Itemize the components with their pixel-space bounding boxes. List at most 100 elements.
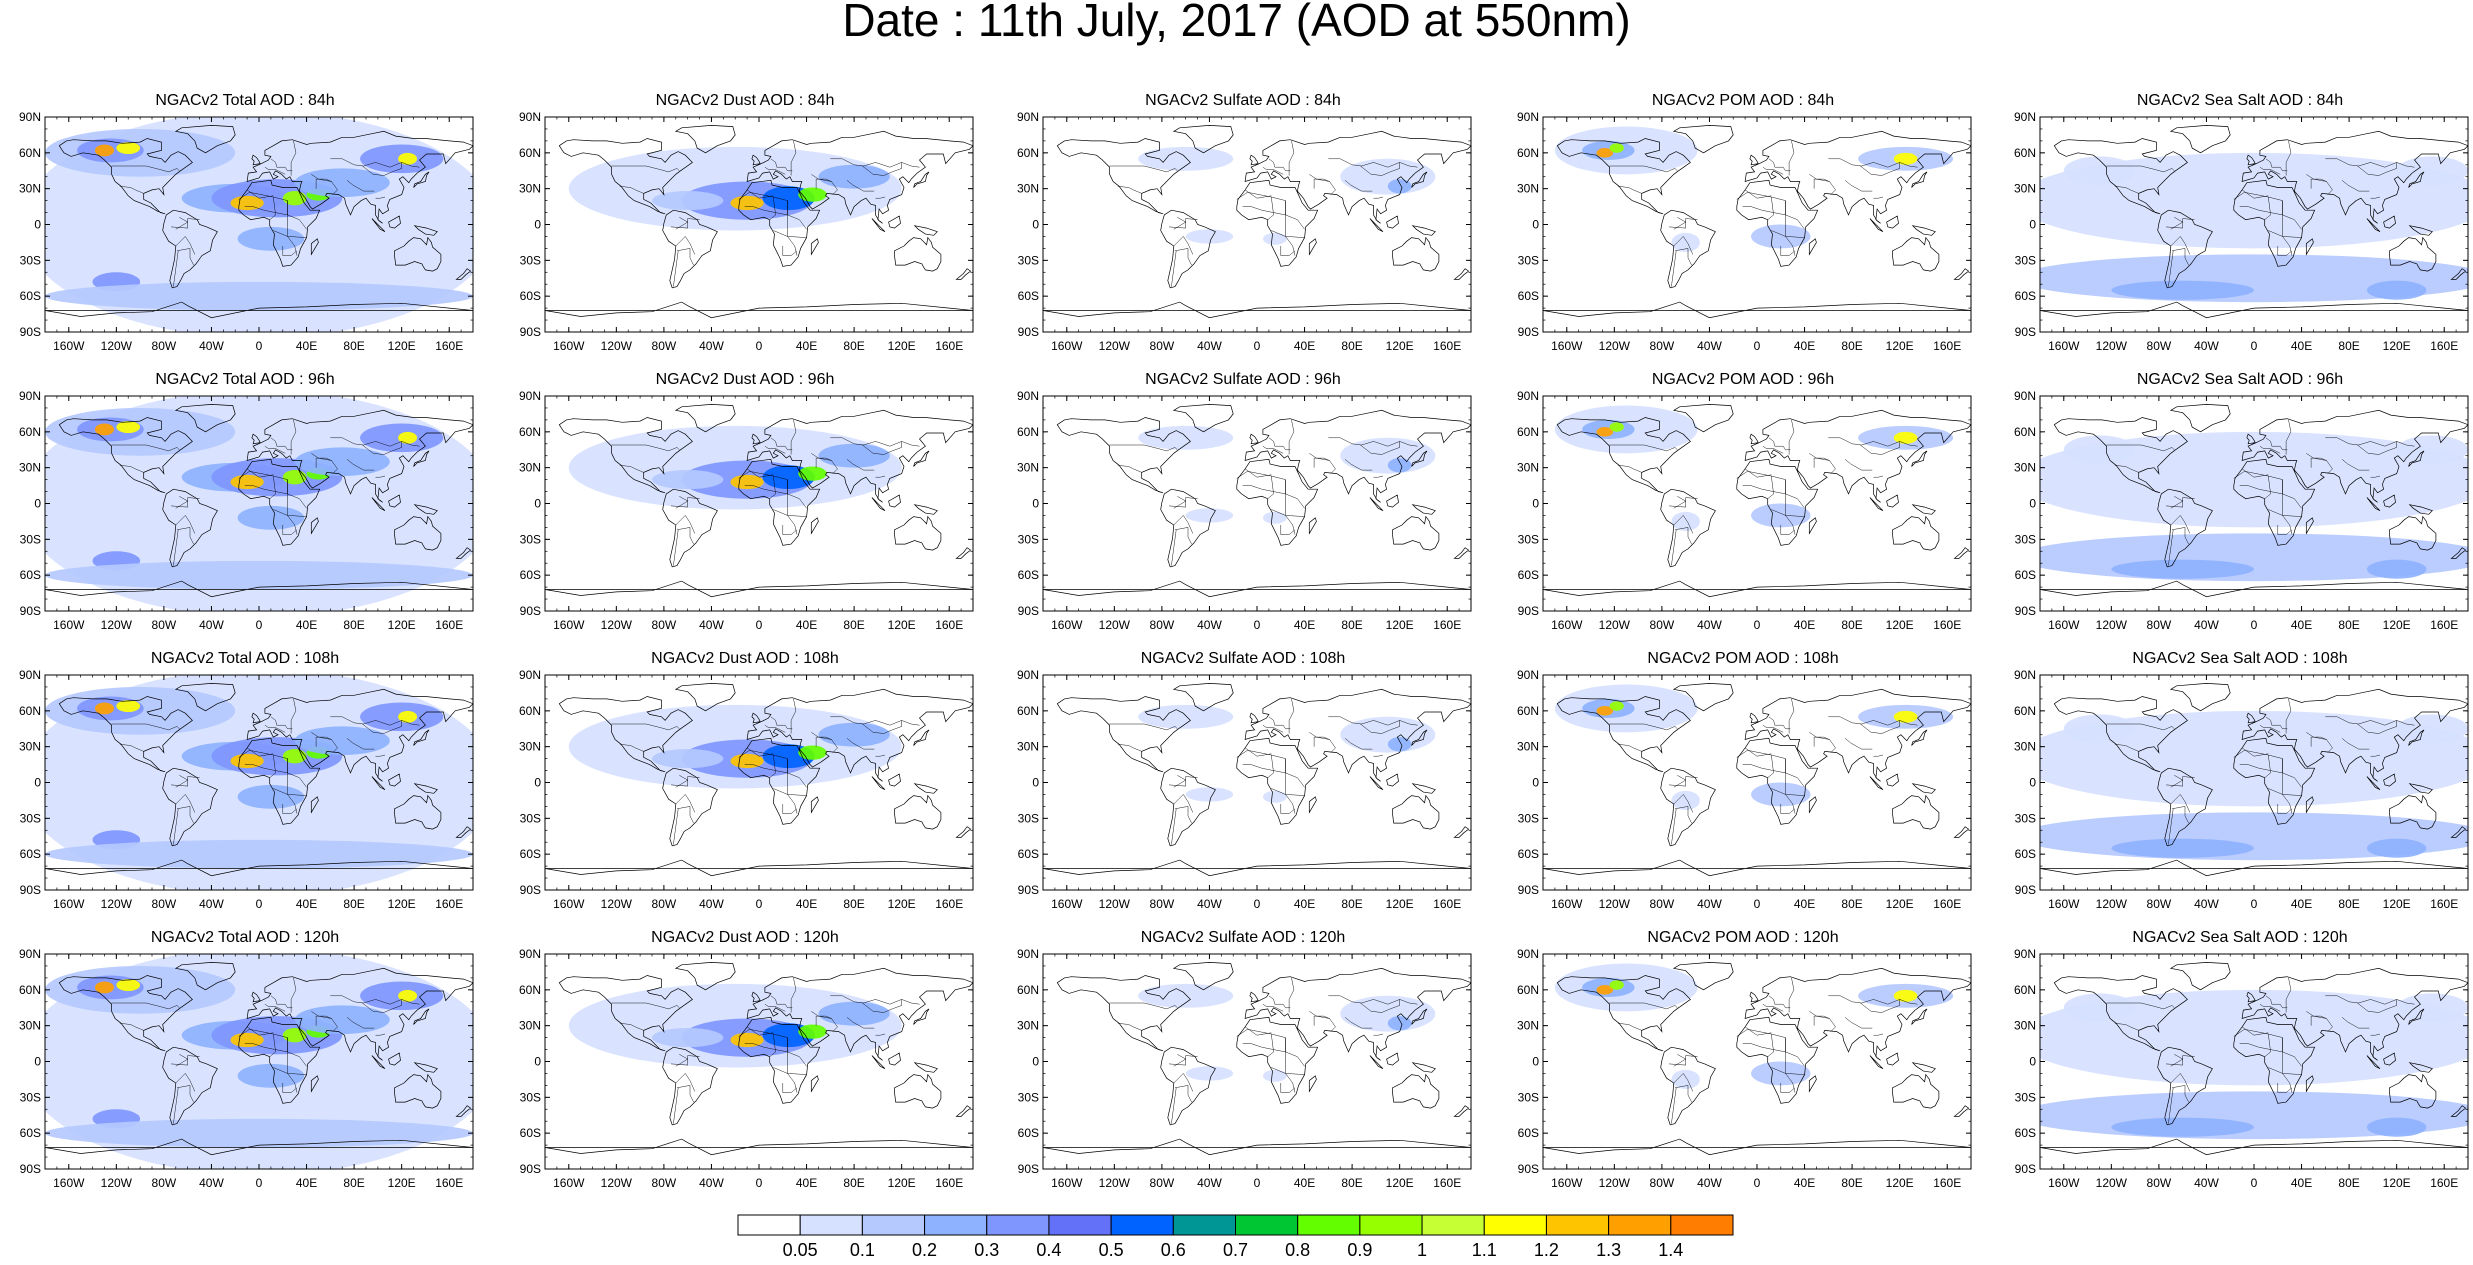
- lon-tick-label: 120E: [888, 339, 916, 353]
- aod-plume: [94, 144, 114, 157]
- panel-title: NGACv2 POM AOD : 84h: [1651, 92, 1835, 109]
- aod-plume: [1671, 1069, 1700, 1089]
- world-map: 90N 60N 30N 0 30S 60S 90S 160W 120W 80W 40W 0 40E 80E…: [2014, 947, 2469, 1190]
- country-borders: [2106, 977, 2415, 1124]
- colorbar-swatch: [1297, 1214, 1361, 1236]
- lat-tick-label: 0: [34, 776, 41, 790]
- aod-plume: [2063, 714, 2136, 744]
- world-map: 90N 60N 30N 0 30S 60S 90S 160W 120W 80W 40W 0 40E 80E…: [2014, 110, 2469, 353]
- aod-plume: [1609, 980, 1624, 990]
- lon-tick-label: 120E: [2383, 1176, 2411, 1190]
- lon-tick-label: 80E: [1341, 339, 1362, 353]
- aod-field: [2040, 710, 2468, 861]
- colorbar-swatch: [1545, 1214, 1610, 1236]
- lon-tick-label: 120E: [2383, 897, 2411, 911]
- colorbar-swatch: [737, 1214, 801, 1236]
- aod-plume: [94, 423, 114, 436]
- lon-tick-label: 120W: [601, 618, 633, 632]
- lat-tick-label: 90S: [20, 883, 41, 897]
- lat-tick-label: 90S: [2015, 604, 2036, 618]
- lon-tick-label: 160E: [935, 1176, 963, 1190]
- lon-tick-label: 80W: [2147, 339, 2172, 353]
- map-panel-total-120h: NGACv2 Total AOD : 120h 90N 60N 30N 0 30S 60S 9…: [10, 929, 510, 1195]
- lon-tick-label: 160W: [553, 618, 585, 632]
- aod-field: [1554, 405, 1954, 531]
- world-map: 90N 60N 30N 0 30S 60S 90S 160W 120W 80W 40W 0 40E 80E…: [1517, 110, 1972, 353]
- aod-plume: [818, 722, 890, 747]
- aod-plume: [818, 1001, 890, 1026]
- aod-plume: [2366, 1117, 2427, 1137]
- aod-plume: [45, 281, 473, 311]
- lon-tick-label: 120E: [1386, 897, 1414, 911]
- lon-tick-label: 80W: [1150, 339, 1175, 353]
- country-borders: [1109, 419, 1418, 566]
- lat-tick-label: 60N: [519, 704, 541, 718]
- lat-tick-label: 60N: [2014, 704, 2036, 718]
- lon-tick-label: 80W: [652, 897, 677, 911]
- lon-tick-label: 120W: [601, 1176, 633, 1190]
- lat-tick-label: 30S: [2015, 1090, 2036, 1104]
- map-panel-sulfate-120h: NGACv2 Sulfate AOD : 120h 90N 60N 30N 0 30S 60…: [1008, 929, 1508, 1195]
- lon-tick-label: 160E: [1433, 897, 1461, 911]
- lat-tick-label: 0: [534, 218, 541, 232]
- aod-plume: [45, 839, 473, 869]
- lon-tick-label: 80W: [152, 339, 177, 353]
- aod-plume: [1893, 431, 1918, 444]
- coastlines: [1043, 683, 1471, 877]
- lat-tick-label: 30N: [1017, 461, 1039, 475]
- lat-tick-label: 60N: [1017, 425, 1039, 439]
- lon-tick-label: 160E: [1433, 618, 1461, 632]
- lon-tick-label: 160E: [935, 897, 963, 911]
- lat-tick-label: 60S: [1518, 289, 1539, 303]
- lon-tick-label: 0: [1754, 1176, 1761, 1190]
- lon-tick-label: 120W: [601, 897, 633, 911]
- lat-tick-label: 60S: [520, 1126, 541, 1140]
- aod-plume: [2366, 280, 2427, 300]
- lat-tick-label: 90N: [19, 389, 41, 403]
- panel-title: NGACv2 Total AOD : 108h: [150, 650, 340, 667]
- lon-tick-label: 40W: [1197, 618, 1222, 632]
- lat-tick-label: 90S: [520, 883, 541, 897]
- world-map: 90N 60N 30N 0 30S 60S 90S 160W 120W 80W 40W 0 40E 80E…: [1017, 668, 1472, 911]
- lon-tick-label: 80E: [843, 339, 864, 353]
- aod-plume: [1893, 989, 1918, 1002]
- panel-title: NGACv2 Sea Salt AOD : 120h: [2132, 929, 2348, 946]
- lon-tick-label: 40E: [2291, 339, 2312, 353]
- lat-tick-label: 0: [1032, 1055, 1039, 1069]
- lon-tick-label: 80W: [1150, 897, 1175, 911]
- lon-tick-label: 0: [2251, 1176, 2258, 1190]
- lat-tick-label: 30S: [520, 253, 541, 267]
- aod-plume: [282, 1028, 307, 1043]
- map-panel-seasalt-84h: NGACv2 Sea Salt AOD : 84h 90N 60N 30N 0 30S 60…: [2005, 92, 2473, 358]
- lat-tick-label: 0: [2029, 1055, 2036, 1069]
- map-panel-dust-96h: NGACv2 Dust AOD : 96h 90N 60N 30N 0 30S 60S 90S…: [510, 371, 1010, 637]
- lat-tick-label: 90S: [20, 604, 41, 618]
- lon-tick-label: 160W: [553, 897, 585, 911]
- lon-tick-label: 80W: [152, 1176, 177, 1190]
- lat-tick-label: 90S: [1518, 883, 1539, 897]
- world-map: 90N 60N 30N 0 30S 60S 90S 160W 120W 80W 40W 0 40E 80E…: [1017, 389, 1472, 632]
- lon-tick-label: 160W: [1051, 1176, 1083, 1190]
- country-borders: [2106, 698, 2415, 845]
- lat-tick-label: 0: [1532, 1055, 1539, 1069]
- aod-plume: [2366, 838, 2427, 858]
- panel-title: NGACv2 Dust AOD : 84h: [655, 92, 835, 109]
- map-panel-dust-120h: NGACv2 Dust AOD : 120h 90N 60N 30N 0 30S 60S 90…: [510, 929, 1010, 1195]
- lon-tick-label: 40W: [2194, 1176, 2219, 1190]
- lon-tick-label: 160E: [435, 618, 463, 632]
- colorbar-label: 1.4: [1658, 1240, 1683, 1260]
- coastlines: [2040, 962, 2468, 1156]
- lon-tick-label: 120W: [101, 1176, 133, 1190]
- colorbar-label: 0.2: [912, 1240, 937, 1260]
- lat-tick-label: 60N: [1017, 704, 1039, 718]
- aod-plume: [2111, 838, 2254, 858]
- colorbar-label: 1.3: [1596, 1240, 1621, 1260]
- lon-tick-label: 40E: [2291, 1176, 2312, 1190]
- lon-tick-label: 120E: [1386, 339, 1414, 353]
- aod-plume: [1751, 224, 1811, 249]
- coastlines: [1543, 683, 1971, 877]
- lon-tick-label: 40W: [1697, 618, 1722, 632]
- panel-title: NGACv2 Sea Salt AOD : 84h: [2136, 92, 2344, 109]
- coastlines: [45, 404, 473, 598]
- panel-title: NGACv2 Sulfate AOD : 120h: [1140, 929, 1346, 946]
